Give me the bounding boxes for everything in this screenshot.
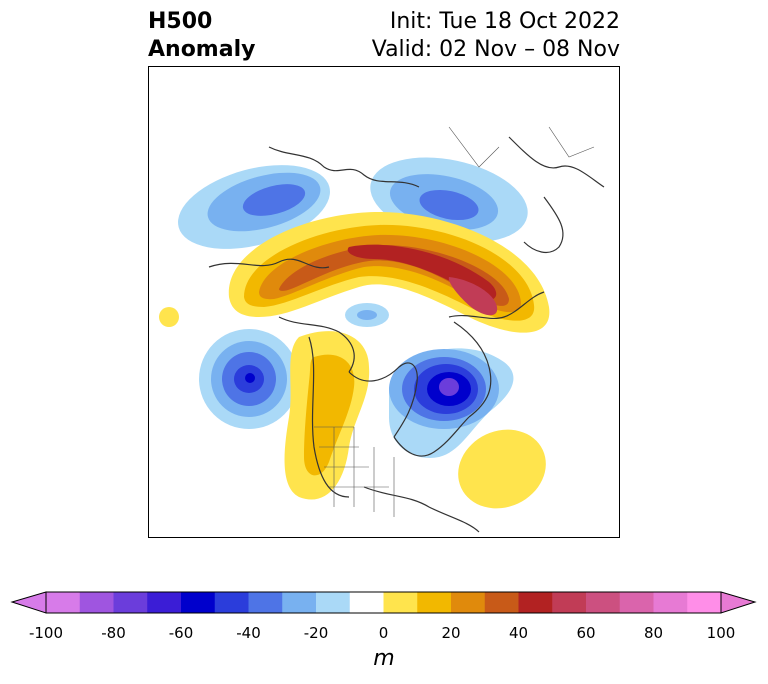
colorbar-tick-label: 100 — [706, 624, 736, 642]
colorbar-tick-label: 80 — [643, 624, 664, 642]
colorbar-tick-label: 20 — [441, 624, 461, 642]
anomaly-bering-negative — [178, 165, 330, 249]
colorbar-cell — [248, 592, 283, 613]
title-left: H500 Anomaly — [148, 8, 255, 64]
colorbar-tick-label: 40 — [508, 624, 529, 642]
variable-title: H500 — [148, 9, 213, 34]
anomaly-arctic-low — [345, 303, 389, 327]
colorbar-cell — [619, 592, 654, 613]
colorbar-cell — [518, 592, 553, 613]
colorbar-tick-label: -60 — [168, 624, 194, 642]
colorbar-cell — [552, 592, 587, 613]
colorbar-cell — [383, 592, 418, 613]
colorbar-extend-high — [720, 591, 757, 614]
colorbar — [10, 591, 757, 614]
field-title: Anomaly — [148, 37, 256, 62]
anomaly-western-ridge — [284, 331, 370, 500]
colorbar-cell — [147, 592, 182, 613]
colorbar-cell — [181, 592, 216, 613]
colorbar-cell — [46, 592, 81, 613]
colorbar-cell — [214, 592, 249, 613]
init-date: Init: Tue 18 Oct 2022 — [389, 9, 620, 34]
colorbar-tick-label: 0 — [378, 624, 389, 642]
colorbar-tick-label: -100 — [28, 624, 64, 642]
anomaly-gulf-alaska-trough — [199, 329, 299, 429]
colorbar-cell — [451, 592, 486, 613]
colorbar-cell — [282, 592, 317, 613]
colorbar-cell — [653, 592, 688, 613]
anomaly-arctic-ridge — [228, 212, 550, 333]
anomaly-map — [148, 66, 620, 538]
coastlines — [208, 136, 605, 533]
colorbar-cell — [79, 592, 114, 613]
anomaly-atlantic-ridge — [458, 429, 546, 509]
colorbar-cell — [417, 592, 452, 613]
colorbar-tick-label: 60 — [576, 624, 596, 642]
valid-dates: Valid: 02 Nov – 08 Nov — [371, 37, 620, 62]
colorbar-tick-label: -20 — [303, 624, 329, 642]
colorbar-cell — [484, 592, 519, 613]
colorbar-tick-label: -40 — [236, 624, 261, 642]
colorbar-cell — [316, 592, 351, 613]
colorbar-unit-label: m — [373, 646, 395, 671]
anomaly-small-west — [159, 307, 179, 327]
title-right: Init: Tue 18 Oct 2022 Valid: 02 Nov – 08… — [372, 8, 620, 64]
colorbar-cell — [349, 592, 384, 613]
map-svg — [149, 67, 619, 537]
colorbar-extend-low — [10, 591, 47, 614]
colorbar-cell — [113, 592, 148, 613]
borders — [314, 126, 595, 517]
colorbar-tick-label: -80 — [101, 624, 126, 642]
colorbar-cells — [46, 592, 722, 613]
colorbar-cell — [586, 592, 621, 613]
colorbar-cell — [687, 592, 722, 613]
colorbar-outline — [45, 591, 722, 614]
